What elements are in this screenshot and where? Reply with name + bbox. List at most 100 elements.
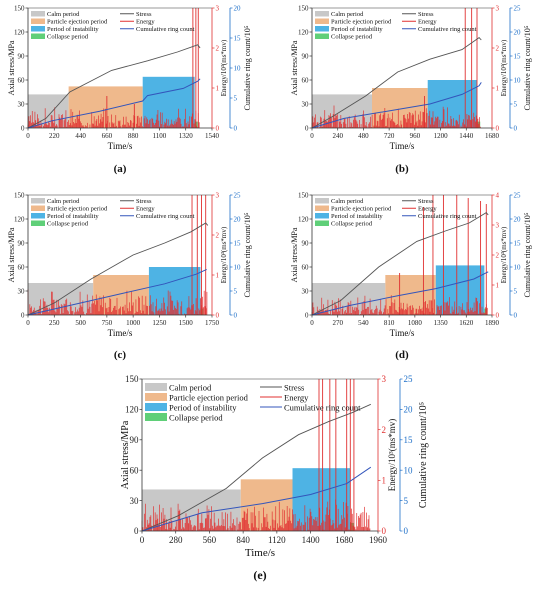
legend-label-stress: Stress xyxy=(136,198,152,205)
stress-tick-label: 0 xyxy=(134,526,139,536)
ring-tick-label: 20 xyxy=(514,215,522,223)
x-axis-label: Time/s xyxy=(390,328,415,338)
legend-label-collapse: Collapse period xyxy=(47,221,89,228)
x-tick-label: 1120 xyxy=(268,535,286,545)
ring-tick-label: 20 xyxy=(404,405,414,415)
legend-label-particle: Particle ejection period xyxy=(169,393,249,403)
legend-label-ring: Cumulative ring count xyxy=(418,26,477,33)
legend-swatch-particle xyxy=(315,205,329,211)
legend-swatch-calm xyxy=(31,198,45,204)
legend-label-instability: Period of instability xyxy=(331,26,383,33)
chart-panel-3: 0 250 500 750 1000 1250 1500 175003060901201500… xyxy=(7,191,252,361)
stress-tick-label: 60 xyxy=(302,263,310,271)
legend-label-calm: Calm period xyxy=(47,11,80,18)
ring-count-line xyxy=(27,268,207,316)
legend-swatch-particle xyxy=(31,18,45,24)
ring-tick-label: 0 xyxy=(514,124,518,132)
stress-tick-label: 90 xyxy=(302,52,310,60)
x-tick-label: 720 xyxy=(384,132,395,140)
energy-tick-label: 1 xyxy=(216,84,220,92)
stress-tick-label: 150 xyxy=(298,191,309,199)
stress-tick-label: 0 xyxy=(21,124,25,132)
legend-label-instability: Period of instability xyxy=(47,26,99,33)
panel-label: (b) xyxy=(395,163,409,175)
legend-label-particle: Particle ejection period xyxy=(47,206,108,213)
energy-tick-label: 3 xyxy=(496,4,500,12)
x-tick-label: 1080 xyxy=(408,319,423,327)
legend-label-stress: Stress xyxy=(284,383,304,393)
energy-tick-label: 2 xyxy=(216,231,220,239)
ring-tick-label: 5 xyxy=(234,287,238,295)
x-tick-label: 1200 xyxy=(434,132,449,140)
ring-tick-label: 0 xyxy=(234,124,238,132)
legend-label-stress: Stress xyxy=(136,11,152,18)
ring-tick-label: 10 xyxy=(514,263,522,271)
ring-tick-label: 15 xyxy=(514,52,522,60)
legend-label-particle: Particle ejection period xyxy=(331,206,392,213)
stress-line xyxy=(27,44,201,129)
energy-tick-label: 3 xyxy=(216,191,220,199)
legend-swatch-instability xyxy=(315,26,329,32)
energy-axis-label: Energy/10³(ms*mv) xyxy=(500,226,508,283)
x-tick-label: 0 xyxy=(26,319,30,327)
legend-swatch-instability xyxy=(31,213,45,219)
stress-axis-label: Axial stress/MPa xyxy=(290,227,299,282)
chart-panel-5: 0 280 560 840 1120 1400 1680 196003060901201500… xyxy=(120,374,429,582)
x-tick-label: 750 xyxy=(102,319,113,327)
x-axis-label: Time/s xyxy=(390,141,415,151)
ring-axis-label: Cumulative ring count/10⁵ xyxy=(243,212,252,297)
panel-label: (d) xyxy=(395,349,409,361)
ring-tick-label: 20 xyxy=(514,28,522,36)
ring-tick-label: 25 xyxy=(514,4,522,12)
x-tick-label: 280 xyxy=(169,535,183,545)
legend-label-calm: Calm period xyxy=(47,198,80,205)
ring-count-line xyxy=(311,82,482,129)
stress-tick-label: 60 xyxy=(302,76,310,84)
x-tick-label: 1890 xyxy=(485,319,500,327)
stress-tick-label: 120 xyxy=(298,28,309,36)
stress-tick-label: 30 xyxy=(130,496,140,506)
legend-label-energy: Energy xyxy=(418,206,437,213)
legend-swatch-instability xyxy=(145,403,167,411)
ring-tick-label: 25 xyxy=(234,191,242,199)
ring-count-line xyxy=(27,78,201,129)
ring-count-line xyxy=(311,271,489,316)
stress-line xyxy=(27,222,209,316)
x-tick-label: 1500 xyxy=(179,319,194,327)
x-tick-label: 810 xyxy=(384,319,395,327)
x-tick-label: 0 xyxy=(26,132,30,140)
ring-tick-label: 0 xyxy=(234,311,238,319)
legend-label-instability: Period of instability xyxy=(47,213,99,220)
x-tick-label: 220 xyxy=(49,132,60,140)
x-tick-label: 1000 xyxy=(126,319,141,327)
stress-axis-label: Axial stress/MPa xyxy=(7,227,16,282)
energy-tick-label: 0 xyxy=(216,124,220,132)
energy-axis-label: Energy/10³(ms*mv) xyxy=(220,226,228,283)
stress-tick-label: 120 xyxy=(14,215,25,223)
x-tick-label: 1750 xyxy=(205,319,220,327)
energy-tick-label: 2 xyxy=(216,44,220,52)
legend-swatch-particle xyxy=(315,18,329,24)
legend-label-instability: Period of instability xyxy=(169,403,237,413)
ring-axis-label: Cumulative ring count/10⁵ xyxy=(418,402,429,508)
ring-tick-label: 15 xyxy=(234,34,242,42)
x-tick-label: 880 xyxy=(128,132,139,140)
ring-tick-label: 15 xyxy=(234,239,242,247)
x-tick-label: 1680 xyxy=(335,535,354,545)
legend-swatch-collapse xyxy=(31,33,45,39)
legend-label-energy: Energy xyxy=(284,393,309,403)
panel-label: (a) xyxy=(114,163,127,175)
stress-tick-label: 0 xyxy=(21,311,25,319)
x-tick-label: 1400 xyxy=(302,535,321,545)
x-tick-label: 250 xyxy=(49,319,60,327)
ring-tick-label: 0 xyxy=(404,526,409,536)
legend-swatch-collapse xyxy=(315,220,329,226)
stress-tick-label: 60 xyxy=(18,76,26,84)
legend-label-instability: Period of instability xyxy=(331,213,383,220)
stress-line xyxy=(311,212,489,316)
energy-tick-label: 2 xyxy=(382,425,387,435)
x-axis-label: Time/s xyxy=(245,547,275,559)
